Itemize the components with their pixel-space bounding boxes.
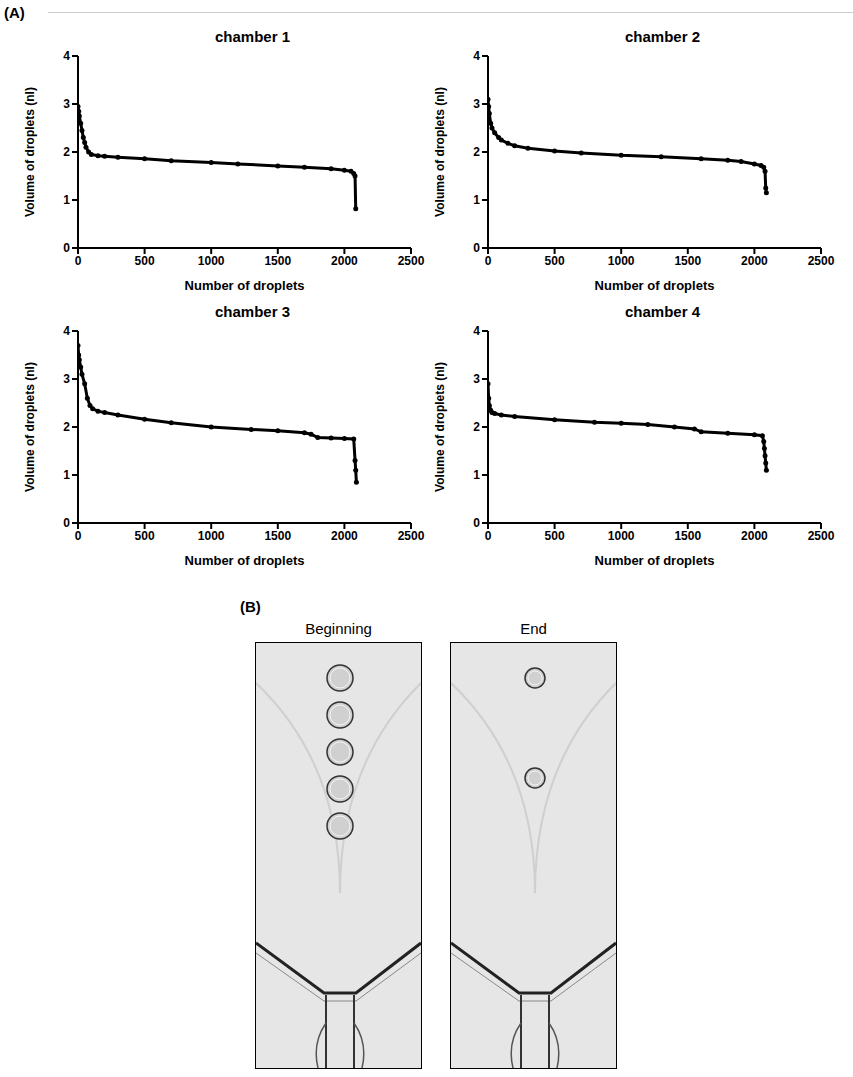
svg-text:1: 1 xyxy=(473,468,480,482)
svg-text:500: 500 xyxy=(135,254,155,268)
svg-text:2000: 2000 xyxy=(741,529,768,543)
svg-text:2000: 2000 xyxy=(331,254,358,268)
svg-text:2500: 2500 xyxy=(808,529,835,543)
html-text:chamber 1: chamber 1 xyxy=(215,28,290,45)
svg-text:500: 500 xyxy=(135,529,155,543)
svg-text:1: 1 xyxy=(473,193,480,207)
svg-text:2: 2 xyxy=(473,145,480,159)
html-text:chamber 4: chamber 4 xyxy=(625,303,700,320)
html-text:chamber 3: chamber 3 xyxy=(215,303,290,320)
svg-text:500: 500 xyxy=(545,254,565,268)
svg-text:Volume of droplets (nl): Volume of droplets (nl) xyxy=(23,362,37,492)
svg-text:1500: 1500 xyxy=(674,529,701,543)
svg-text:1000: 1000 xyxy=(608,254,635,268)
svg-text:3: 3 xyxy=(473,97,480,111)
svg-text:2000: 2000 xyxy=(331,529,358,543)
svg-text:1: 1 xyxy=(63,468,70,482)
svg-text:2: 2 xyxy=(473,420,480,434)
svg-text:Volume of droplets (nl): Volume of droplets (nl) xyxy=(23,87,37,217)
svg-text:2500: 2500 xyxy=(398,254,425,268)
svg-text:0: 0 xyxy=(485,254,492,268)
svg-text:2500: 2500 xyxy=(398,529,425,543)
svg-text:0: 0 xyxy=(63,241,70,255)
svg-text:1500: 1500 xyxy=(264,529,291,543)
svg-text:1000: 1000 xyxy=(198,529,225,543)
svg-text:Volume of droplets (nl): Volume of droplets (nl) xyxy=(433,87,447,217)
svg-text:4: 4 xyxy=(473,324,480,338)
svg-text:Number of droplets: Number of droplets xyxy=(595,278,715,293)
svg-text:2000: 2000 xyxy=(741,254,768,268)
svg-text:3: 3 xyxy=(63,97,70,111)
svg-text:Number of droplets: Number of droplets xyxy=(185,553,305,568)
svg-text:0: 0 xyxy=(75,254,82,268)
svg-text:2: 2 xyxy=(63,420,70,434)
svg-text:1: 1 xyxy=(63,193,70,207)
svg-text:500: 500 xyxy=(545,529,565,543)
svg-text:1000: 1000 xyxy=(198,254,225,268)
html-text:(B): (B) xyxy=(240,598,261,615)
svg-text:1000: 1000 xyxy=(608,529,635,543)
svg-text:4: 4 xyxy=(63,49,70,63)
svg-text:Number of droplets: Number of droplets xyxy=(185,278,305,293)
svg-text:1500: 1500 xyxy=(674,254,701,268)
svg-text:2500: 2500 xyxy=(808,254,835,268)
svg-text:3: 3 xyxy=(473,372,480,386)
svg-text:0: 0 xyxy=(473,241,480,255)
svg-text:4: 4 xyxy=(63,324,70,338)
svg-text:2: 2 xyxy=(63,145,70,159)
svg-text:0: 0 xyxy=(473,516,480,530)
svg-text:0: 0 xyxy=(63,516,70,530)
svg-text:0: 0 xyxy=(485,529,492,543)
html-text:(A): (A) xyxy=(4,4,25,21)
svg-text:Volume of droplets (nl): Volume of droplets (nl) xyxy=(433,362,447,492)
svg-text:3: 3 xyxy=(63,372,70,386)
svg-text:Number of droplets: Number of droplets xyxy=(595,553,715,568)
html-text:chamber 2: chamber 2 xyxy=(625,28,700,45)
svg-text:0: 0 xyxy=(75,529,82,543)
svg-text:1500: 1500 xyxy=(264,254,291,268)
html-text:Beginning: Beginning xyxy=(305,620,372,637)
html-text:End: End xyxy=(520,620,547,637)
svg-text:4: 4 xyxy=(473,49,480,63)
